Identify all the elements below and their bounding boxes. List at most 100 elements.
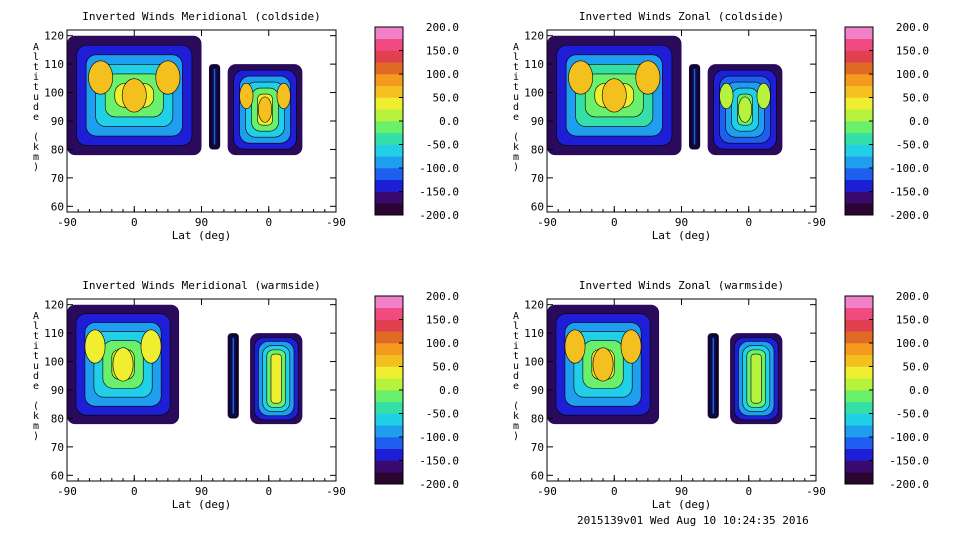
contour-blob (592, 347, 614, 382)
y-label-char: ( (513, 132, 519, 143)
contour-band (213, 68, 216, 146)
colorbar-tick-label: 50.0 (433, 361, 460, 374)
contour-band (270, 353, 282, 404)
contour-blob (276, 82, 291, 110)
contour-blob (601, 78, 627, 113)
colorbar-swatch (375, 460, 403, 473)
y-tick-label: 60 (531, 469, 544, 482)
x-axis-label: Lat (deg) (652, 229, 712, 242)
y-tick-label: 120 (44, 299, 64, 312)
colorbar-swatch (375, 132, 403, 145)
colorbar-swatch (375, 191, 403, 204)
colorbar-tick-label: -50.0 (896, 408, 929, 421)
contour-blob (635, 60, 661, 95)
colorbar: 200.0 150.0 100.0 50.0 0.0 -50.0 -100.0 -150.0 -… (374, 21, 459, 222)
colorbar-tick-label: -200.0 (419, 209, 459, 222)
y-label-char: A (33, 311, 39, 322)
colorbar-swatch (375, 109, 403, 122)
colorbar-swatch (375, 179, 403, 192)
colorbar-swatch (375, 85, 403, 98)
colorbar-swatch (845, 144, 873, 157)
contour-blob (112, 347, 134, 382)
colorbar-tick-label: -150.0 (419, 186, 459, 199)
colorbar-swatch (845, 296, 873, 309)
y-label-char: i (33, 341, 39, 352)
chart-panel-2: Inverted Winds Meridional (warmside) -90 0… (33, 279, 459, 511)
x-axis-label: Lat (deg) (172, 229, 232, 242)
contour-blob (737, 96, 753, 123)
y-tick-label: 80 (51, 143, 64, 156)
colorbar-tick-label: -100.0 (419, 431, 459, 444)
contour-blob (239, 82, 254, 110)
contour-band (750, 353, 762, 404)
colorbar-swatch (375, 354, 403, 367)
x-tick-label: -90 (806, 485, 826, 498)
colorbar-tick-label: -100.0 (419, 162, 459, 175)
colorbar-tick-label: 200.0 (896, 290, 929, 303)
colorbar-swatch (845, 38, 873, 51)
colorbar-tick-label: -50.0 (426, 408, 459, 421)
colorbar-swatch (375, 62, 403, 75)
y-tick-label: 80 (531, 412, 544, 425)
y-tick-label: 120 (524, 299, 544, 312)
contour-blob (257, 96, 273, 123)
y-label-char: A (513, 42, 519, 53)
colorbar-tick-label: 150.0 (896, 314, 929, 327)
x-tick-label: -90 (806, 216, 826, 229)
colorbar-swatch (375, 156, 403, 169)
colorbar-tick-label: 0.0 (909, 115, 929, 128)
y-tick-label: 100 (44, 87, 64, 100)
colorbar-swatch (375, 27, 403, 40)
colorbar-tick-label: 150.0 (426, 45, 459, 58)
y-label-char: d (513, 102, 519, 113)
colorbar-swatch (375, 448, 403, 461)
colorbar-tick-label: -150.0 (889, 186, 929, 199)
y-tick-label: 100 (524, 356, 544, 369)
y-label-char: ( (33, 401, 39, 412)
y-tick-label: 60 (531, 200, 544, 213)
y-label-char: t (513, 62, 519, 73)
y-tick-label: 90 (531, 115, 544, 128)
x-tick-label: 0 (745, 216, 752, 229)
contour-blob (140, 329, 162, 364)
colorbar-swatch (375, 413, 403, 426)
y-tick-label: 110 (44, 58, 64, 71)
colorbar-tick-label: -200.0 (419, 478, 459, 491)
colorbar-swatch (845, 132, 873, 145)
x-tick-label: 0 (611, 216, 618, 229)
colorbar-tick-label: 150.0 (426, 314, 459, 327)
colorbar-swatch (375, 472, 403, 485)
y-label-char: m (513, 152, 519, 163)
y-label-char: A (513, 311, 519, 322)
y-label-char: d (513, 371, 519, 382)
colorbar-swatch (845, 168, 873, 181)
contour-band (711, 337, 715, 415)
y-label-char: ) (33, 162, 39, 173)
x-axis-label: Lat (deg) (652, 498, 712, 511)
x-tick-label: -90 (57, 485, 77, 498)
y-tick-label: 120 (524, 30, 544, 43)
y-label-char: k (513, 142, 519, 153)
colorbar-tick-label: -100.0 (889, 162, 929, 175)
y-label-char: u (513, 92, 519, 103)
y-label-char: ) (513, 431, 519, 442)
colorbar-swatch (375, 401, 403, 414)
x-tick-label: 0 (611, 485, 618, 498)
contour-blob (756, 82, 771, 110)
y-label-char: ) (513, 162, 519, 173)
y-label-char: k (33, 411, 39, 422)
y-label-char: l (513, 52, 519, 63)
colorbar-tick-label: -150.0 (889, 455, 929, 468)
colorbar-swatch (845, 121, 873, 134)
colorbar-swatch (845, 203, 873, 216)
colorbar-tick-label: 50.0 (903, 92, 930, 105)
colorbar-swatch (845, 191, 873, 204)
contour-blob (568, 60, 594, 95)
colorbar-swatch (845, 319, 873, 332)
y-label-char: i (513, 72, 519, 83)
